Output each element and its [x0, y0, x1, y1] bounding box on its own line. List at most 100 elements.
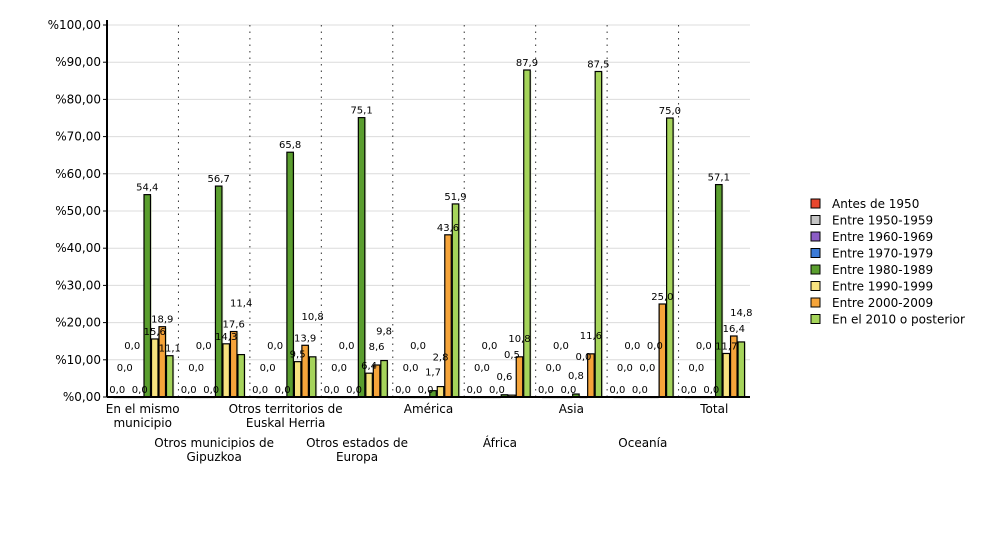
- legend-swatch: [810, 231, 821, 242]
- data-label: 0,0: [410, 341, 426, 352]
- x-tick-label: Asia: [559, 402, 584, 416]
- bar: [357, 117, 366, 398]
- bar: [666, 117, 674, 398]
- data-label: 0,0: [203, 385, 219, 396]
- data-label: 0,0: [132, 385, 148, 396]
- data-label: 9,8: [376, 327, 392, 338]
- x-tick-label-line: África: [483, 435, 517, 450]
- x-tick-label-line: Asia: [559, 402, 584, 416]
- y-tick-label: %20,00: [55, 316, 101, 330]
- data-label: 0,0: [260, 363, 276, 374]
- data-label: 75,1: [350, 106, 372, 117]
- y-tick-label: %0,00: [63, 390, 101, 404]
- x-tick-label-line: En el mismo: [106, 402, 180, 416]
- data-label: 25,0: [651, 292, 673, 303]
- data-label: 0,0: [553, 341, 569, 352]
- bar: [293, 361, 302, 398]
- y-tick-label: %70,00: [55, 130, 101, 144]
- legend-swatch: [810, 198, 821, 209]
- y-tick-label: %90,00: [55, 55, 101, 69]
- data-label: 8,6: [369, 342, 385, 353]
- data-label: 0,0: [696, 341, 712, 352]
- x-tick-label-line: América: [404, 402, 454, 416]
- data-label: 10,8: [302, 312, 324, 323]
- data-label: 1,7: [425, 368, 441, 379]
- data-label: 16,4: [723, 324, 745, 335]
- data-label: 0,0: [681, 385, 697, 396]
- data-label: 0,0: [403, 363, 419, 374]
- data-label: 0,0: [324, 385, 340, 396]
- data-label: 65,8: [279, 140, 301, 151]
- data-label: 11,4: [230, 299, 252, 310]
- data-label: 0,0: [275, 385, 291, 396]
- data-label: 0,0: [617, 363, 633, 374]
- bar: [714, 183, 723, 398]
- legend-label: Entre 1950-1959: [832, 214, 933, 228]
- y-tick-label: %50,00: [55, 204, 101, 218]
- bar: [523, 69, 531, 398]
- data-label: 0,5: [504, 350, 520, 361]
- y-tick-label: %10,00: [55, 353, 101, 367]
- x-tick-label-line: Europa: [336, 450, 378, 464]
- y-tick-label: %80,00: [55, 92, 101, 106]
- legend-label: Entre 1970-1979: [832, 247, 933, 261]
- data-label: 0,6: [497, 372, 513, 383]
- bar: [214, 185, 223, 398]
- data-label: 0,0: [632, 385, 648, 396]
- data-label: 56,7: [208, 174, 230, 185]
- data-label: 87,9: [516, 58, 538, 69]
- data-label: 13,9: [294, 333, 316, 344]
- x-tick-label: Otros estados de Europa: [306, 436, 408, 464]
- x-tick-label: En el mismo municipio: [106, 402, 180, 430]
- bar: [444, 234, 452, 398]
- data-label: 0,0: [624, 341, 640, 352]
- data-label: 0,0: [124, 341, 140, 352]
- legend-swatch: [810, 248, 821, 258]
- x-tick-label: Oceanía: [618, 436, 667, 450]
- y-tick-label: %30,00: [55, 278, 101, 292]
- data-label: 0,0: [688, 363, 704, 374]
- data-label: 0,8: [568, 371, 584, 382]
- data-label: 0,0: [639, 363, 655, 374]
- data-label: 75,0: [659, 106, 681, 117]
- data-label: 0,0: [538, 385, 554, 396]
- data-label: 0,0: [267, 341, 283, 352]
- legend-swatch: [810, 297, 821, 308]
- legend-label: Antes de 1950: [832, 197, 919, 211]
- legend-swatch: [810, 264, 821, 275]
- data-label: 0,0: [703, 385, 719, 396]
- data-label: 0,0: [489, 385, 505, 396]
- x-tick-label-line: Oceanía: [618, 436, 667, 450]
- y-tick-label: %40,00: [55, 241, 101, 255]
- data-label: 14,8: [730, 308, 752, 319]
- bar: [365, 372, 373, 398]
- bar: [308, 356, 317, 398]
- bar: [737, 341, 746, 398]
- data-label: 9,5: [290, 350, 306, 361]
- data-label: 0,0: [575, 352, 591, 363]
- bar: [436, 385, 445, 398]
- data-label: 0,0: [418, 385, 434, 396]
- data-label: 18,9: [151, 315, 173, 326]
- bar: [165, 355, 174, 398]
- data-label: 0,0: [609, 385, 625, 396]
- y-tick-label: %60,00: [55, 167, 101, 181]
- y-tick-label: %100,00: [48, 18, 101, 32]
- x-tick-label-line: municipio: [113, 416, 171, 430]
- x-tick-label: África: [483, 435, 517, 450]
- data-label: 0,0: [331, 363, 347, 374]
- data-label: 0,0: [395, 385, 411, 396]
- x-tick-label: América: [404, 402, 454, 416]
- data-label: 57,1: [708, 173, 730, 184]
- data-label: 0,0: [482, 341, 498, 352]
- data-label: 10,8: [508, 334, 530, 345]
- data-label: 11,7: [715, 341, 737, 352]
- data-label: 2,8: [433, 353, 449, 364]
- data-label: 51,9: [444, 192, 466, 203]
- data-label: 0,0: [560, 385, 576, 396]
- data-label: 0,0: [196, 341, 212, 352]
- bar: [722, 352, 731, 398]
- x-tick-label-line: Gipuzkoa: [186, 450, 241, 464]
- bar: [222, 343, 231, 398]
